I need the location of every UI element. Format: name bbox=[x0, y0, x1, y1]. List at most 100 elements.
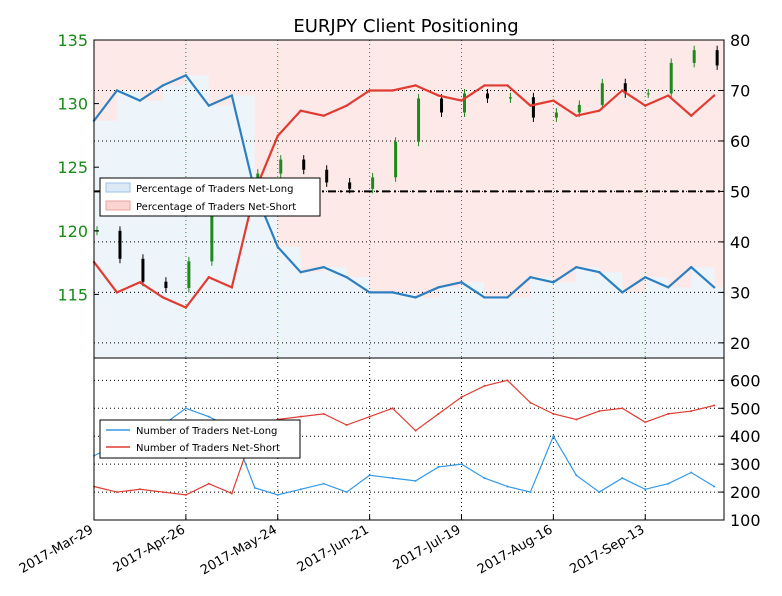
net-long-count-point bbox=[368, 474, 371, 477]
net-short-band bbox=[392, 40, 416, 293]
net-short-count-point bbox=[529, 401, 532, 404]
net-long-percentage-point bbox=[621, 291, 624, 294]
x-axis: 2017-Mar-29 2017-Apr-26 2017-May-24 2017-Ju… bbox=[17, 515, 647, 578]
net-short-count-point bbox=[598, 410, 601, 413]
net-long-count-point bbox=[345, 491, 348, 494]
net-short-percentage-point bbox=[483, 84, 486, 87]
net-long-percentage-point bbox=[712, 286, 716, 289]
price-candle-body bbox=[141, 258, 145, 282]
net-long-band bbox=[162, 85, 186, 358]
net-long-band bbox=[553, 282, 577, 358]
left-tick-label: 115 bbox=[57, 285, 88, 304]
net-long-band bbox=[208, 105, 232, 358]
price-candle-body bbox=[325, 169, 329, 183]
net-short-band bbox=[231, 40, 255, 96]
net-long-percentage-point bbox=[414, 296, 417, 299]
net-long-percentage-point bbox=[184, 74, 188, 77]
net-short-count-point bbox=[621, 407, 624, 410]
net-long-count-point bbox=[437, 465, 440, 468]
net-short-band bbox=[323, 40, 347, 268]
net-long-count-point bbox=[184, 407, 187, 410]
bottom-right-tick-label: 300 bbox=[730, 455, 761, 474]
net-long-percentage-point bbox=[161, 84, 165, 87]
price-candle-body bbox=[623, 83, 627, 94]
net-long-count-point bbox=[690, 471, 693, 474]
bottom-right-tick-label: 600 bbox=[730, 371, 761, 390]
price-candle-body bbox=[394, 141, 398, 178]
net-long-band bbox=[277, 246, 301, 358]
price-candle-body bbox=[463, 93, 466, 113]
net-long-count-point bbox=[621, 477, 624, 480]
net-long-percentage-point bbox=[506, 296, 509, 299]
net-long-band bbox=[576, 267, 600, 358]
net-short-percentage-point bbox=[712, 94, 716, 97]
net-long-percentage-point bbox=[552, 281, 555, 284]
net-long-percentage-point bbox=[345, 276, 348, 279]
net-short-band bbox=[415, 40, 439, 298]
price-candle-body bbox=[302, 159, 306, 170]
x-tick-label: 2017-Mar-29 bbox=[17, 522, 96, 576]
left-tick-label: 130 bbox=[57, 95, 88, 114]
legend-net-short-count-label: Number of Traders Net-Short bbox=[136, 443, 280, 454]
net-long-band bbox=[668, 287, 692, 358]
net-short-count-point bbox=[690, 410, 693, 413]
bottom-right-tick-label: 400 bbox=[730, 427, 761, 446]
net-short-percentage-point bbox=[207, 276, 211, 279]
net-short-count-point bbox=[667, 412, 670, 415]
net-long-percentage-point bbox=[529, 276, 532, 279]
net-long-count-point bbox=[207, 415, 210, 418]
net-long-count-point bbox=[667, 482, 670, 485]
bottom-right-tick-label: 500 bbox=[730, 399, 761, 418]
legend-net-short-label: Percentage of Traders Net-Short bbox=[136, 202, 296, 213]
price-candle-body bbox=[577, 104, 581, 113]
net-short-percentage-point bbox=[644, 104, 647, 107]
net-long-percentage-point bbox=[437, 286, 440, 289]
net-short-count-point bbox=[299, 415, 302, 418]
bottom-right-tick-label: 100 bbox=[730, 511, 761, 530]
net-long-count-point bbox=[598, 491, 601, 494]
net-short-count-point bbox=[506, 379, 509, 382]
net-short-percentage-point bbox=[299, 109, 302, 112]
net-long-band bbox=[323, 267, 347, 358]
net-long-count-point bbox=[276, 493, 279, 496]
net-short-count-point bbox=[345, 424, 348, 427]
net-short-percentage-point bbox=[437, 94, 440, 97]
net-long-band bbox=[645, 277, 669, 358]
net-long-count-point bbox=[253, 486, 256, 489]
net-short-band bbox=[599, 40, 623, 273]
net-short-count-point bbox=[115, 491, 118, 494]
net-short-percentage-point bbox=[391, 89, 394, 92]
left-tick-label: 120 bbox=[57, 222, 88, 241]
right-tick-label: 40 bbox=[730, 233, 750, 252]
bottom-legend-box bbox=[99, 419, 301, 459]
net-short-band bbox=[208, 40, 232, 106]
price-candle-body bbox=[210, 205, 214, 262]
net-short-percentage-point bbox=[414, 84, 417, 87]
net-long-count-point bbox=[391, 477, 394, 480]
net-long-band bbox=[116, 90, 140, 358]
net-long-count-point bbox=[529, 491, 532, 494]
price-candle-body bbox=[715, 50, 719, 66]
net-long-band bbox=[231, 95, 255, 359]
net-short-band bbox=[116, 40, 140, 91]
net-long-band bbox=[530, 277, 554, 358]
net-short-percentage-point bbox=[598, 109, 601, 112]
net-short-percentage-point bbox=[138, 281, 142, 284]
net-short-count-point bbox=[644, 421, 647, 424]
net-short-band bbox=[507, 40, 531, 298]
net-long-count-point bbox=[414, 479, 417, 482]
net-long-percentage-point bbox=[276, 245, 279, 249]
top-panel: 135 130 125 120 115 80 70 60 50 40 30 20 Percentage … bbox=[57, 31, 750, 359]
net-long-percentage-point bbox=[230, 94, 234, 97]
price-candle-body bbox=[554, 112, 558, 118]
net-long-percentage-point bbox=[460, 281, 463, 284]
net-long-count-line bbox=[93, 407, 715, 496]
net-short-band bbox=[484, 40, 508, 298]
net-short-percentage-point bbox=[161, 296, 165, 299]
net-short-count-point bbox=[391, 407, 394, 410]
net-long-count-point bbox=[552, 435, 555, 438]
net-long-count-point bbox=[713, 485, 716, 488]
net-long-band bbox=[691, 267, 715, 358]
net-long-band bbox=[139, 100, 163, 359]
